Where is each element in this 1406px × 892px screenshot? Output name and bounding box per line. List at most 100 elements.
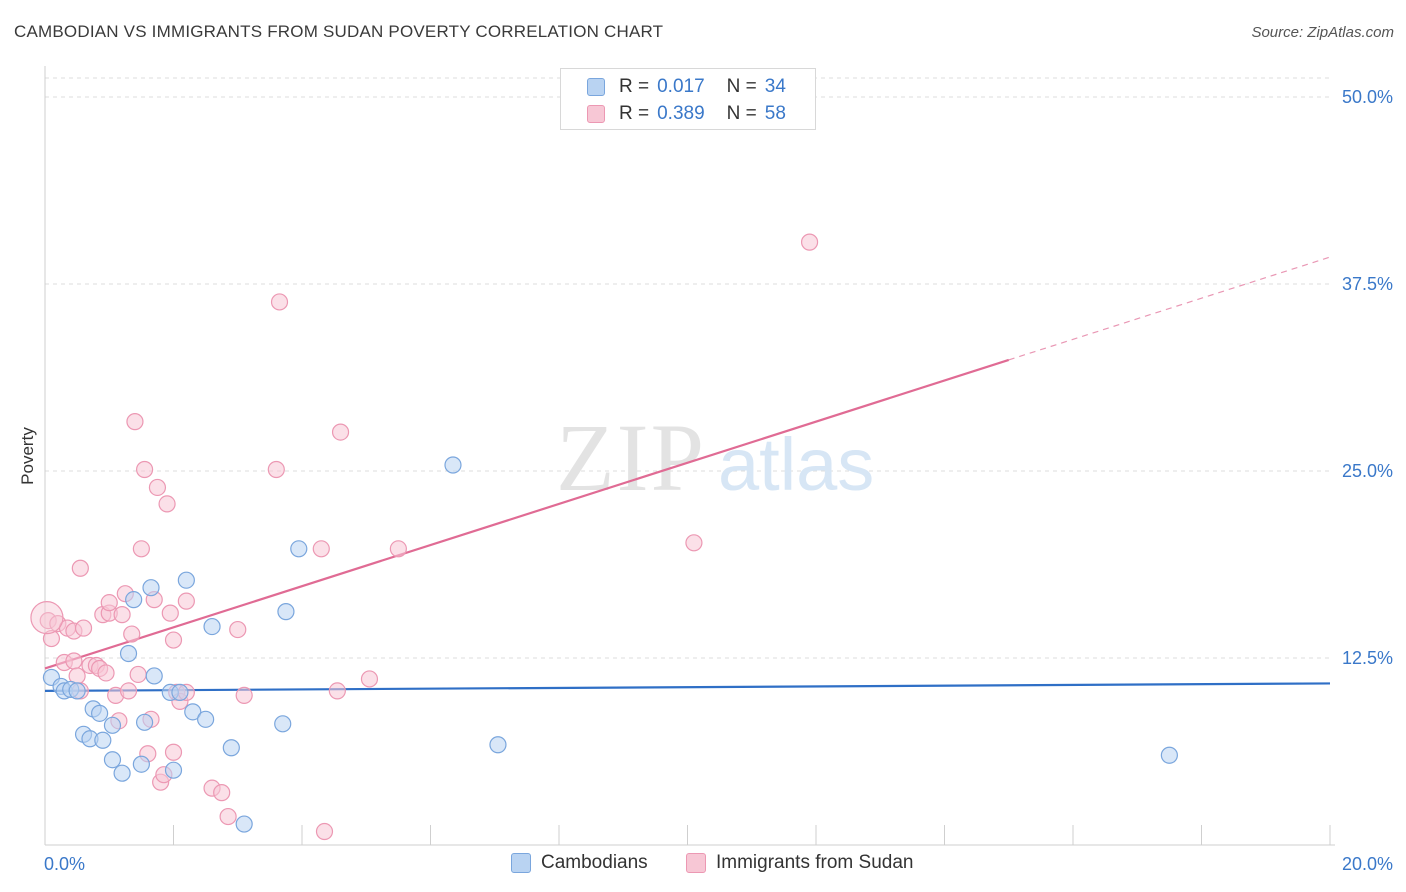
point-cambodian <box>222 739 240 757</box>
point-sudan <box>65 652 83 670</box>
chart-source: Source: ZipAtlas.com <box>1251 24 1394 41</box>
point-cambodian <box>197 710 215 728</box>
point-sudan <box>219 807 237 826</box>
point-sudan <box>148 478 167 497</box>
legend-label-cambodians: Cambodians <box>541 852 648 873</box>
point-sudan <box>389 540 407 558</box>
point-cambodian <box>125 591 143 609</box>
point-sudan <box>100 594 118 612</box>
point-cambodian <box>132 755 150 773</box>
point-sudan <box>97 664 115 682</box>
point-sudan <box>71 559 89 577</box>
legend-label-sudan: Immigrants from Sudan <box>716 852 914 873</box>
point-cambodian <box>68 682 86 700</box>
trend-line-pink <box>44 358 1010 670</box>
trend-line-blue <box>44 682 1331 693</box>
point-cambodian <box>91 704 109 722</box>
point-sudan <box>213 784 231 802</box>
legend-r-label: R = <box>619 103 650 124</box>
tick-labels: 12.5% 25.0% 37.5% 50.0% 0.0% 20.0% <box>44 87 1393 874</box>
point-sudan <box>315 822 334 841</box>
point-sudan <box>119 682 138 700</box>
watermark-atlas: atlas <box>718 423 874 506</box>
point-cambodian <box>277 603 295 621</box>
data-points <box>30 233 1178 841</box>
trend-lines <box>44 256 1331 693</box>
y-axis-label: Poverty <box>18 427 37 485</box>
point-sudan <box>360 670 379 688</box>
point-sudan <box>177 592 195 610</box>
point-cambodian <box>113 764 131 782</box>
point-cambodian <box>164 761 183 779</box>
point-cambodian <box>94 731 112 749</box>
y-tick-label: 37.5% <box>1342 274 1393 294</box>
point-sudan <box>123 625 141 643</box>
legend-n-value: 34 <box>764 76 786 97</box>
point-sudan <box>164 631 183 649</box>
point-cambodian <box>444 456 462 474</box>
point-cambodian <box>145 667 163 685</box>
axes <box>44 66 1335 846</box>
legend-row-sudan: R = 0.389 N = 58 <box>587 102 786 126</box>
point-cambodian <box>489 736 507 754</box>
point-cambodian <box>103 751 122 769</box>
watermark-zip: ZIP <box>556 404 706 511</box>
x-tick-label: 20.0% <box>1342 854 1393 874</box>
legend-n-value: 58 <box>764 103 786 124</box>
point-sudan <box>235 686 253 705</box>
point-cambodian <box>235 815 253 833</box>
chart-title: CAMBODIAN VS IMMIGRANTS FROM SUDAN POVER… <box>14 22 664 41</box>
point-cambodian <box>184 703 202 721</box>
point-cambodian <box>177 571 195 589</box>
point-cambodian <box>135 713 154 731</box>
correlation-legend: R = 0.017 N = 34 R = 0.389 N = 58 <box>560 68 816 130</box>
legend-row-cambodians: R = 0.017 N = 34 <box>587 75 786 99</box>
legend-swatch-pink <box>686 853 706 873</box>
point-sudan <box>312 540 330 558</box>
legend-r-label: R = <box>619 76 650 97</box>
grid-lines <box>45 77 1330 659</box>
point-sudan <box>164 743 183 761</box>
point-sudan <box>800 233 819 251</box>
point-sudan <box>30 601 64 635</box>
point-sudan <box>161 604 179 622</box>
legend-swatch-pink <box>587 105 605 123</box>
legend-r-value: 0.017 <box>657 76 705 97</box>
legend-swatch-blue <box>511 853 531 873</box>
point-sudan <box>270 293 289 311</box>
point-cambodian <box>142 579 160 597</box>
legend-n-label: N = <box>726 103 757 124</box>
point-sudan <box>126 413 144 431</box>
point-cambodian <box>119 644 138 663</box>
point-cambodian <box>203 617 221 636</box>
point-sudan <box>267 460 285 479</box>
point-cambodian <box>1160 746 1178 764</box>
point-sudan <box>229 620 247 639</box>
point-sudan <box>132 540 150 558</box>
legend-swatch-blue <box>587 78 605 96</box>
point-cambodian <box>290 540 308 558</box>
point-sudan <box>74 619 93 637</box>
point-cambodian <box>274 715 292 733</box>
y-tick-label: 12.5% <box>1342 648 1393 668</box>
point-cambodian <box>103 716 122 734</box>
point-cambodian <box>171 683 189 702</box>
x-tick-label: 0.0% <box>44 854 85 874</box>
point-sudan <box>113 606 131 624</box>
watermark: ZIP atlas <box>556 404 874 511</box>
legend-item-cambodians[interactable]: Cambodians <box>511 852 648 874</box>
legend-n-label: N = <box>726 76 757 97</box>
legend-item-sudan[interactable]: Immigrants from Sudan <box>686 852 913 874</box>
trend-line-pink-extension <box>1008 256 1331 361</box>
legend-r-value: 0.389 <box>657 103 705 124</box>
point-sudan <box>129 665 147 684</box>
point-sudan <box>135 460 154 479</box>
point-sudan <box>158 495 176 513</box>
point-sudan <box>685 534 703 552</box>
point-sudan <box>42 629 61 648</box>
y-tick-label: 50.0% <box>1342 87 1393 107</box>
point-sudan <box>328 682 346 700</box>
y-tick-label: 25.0% <box>1342 461 1393 481</box>
point-sudan <box>331 423 350 441</box>
